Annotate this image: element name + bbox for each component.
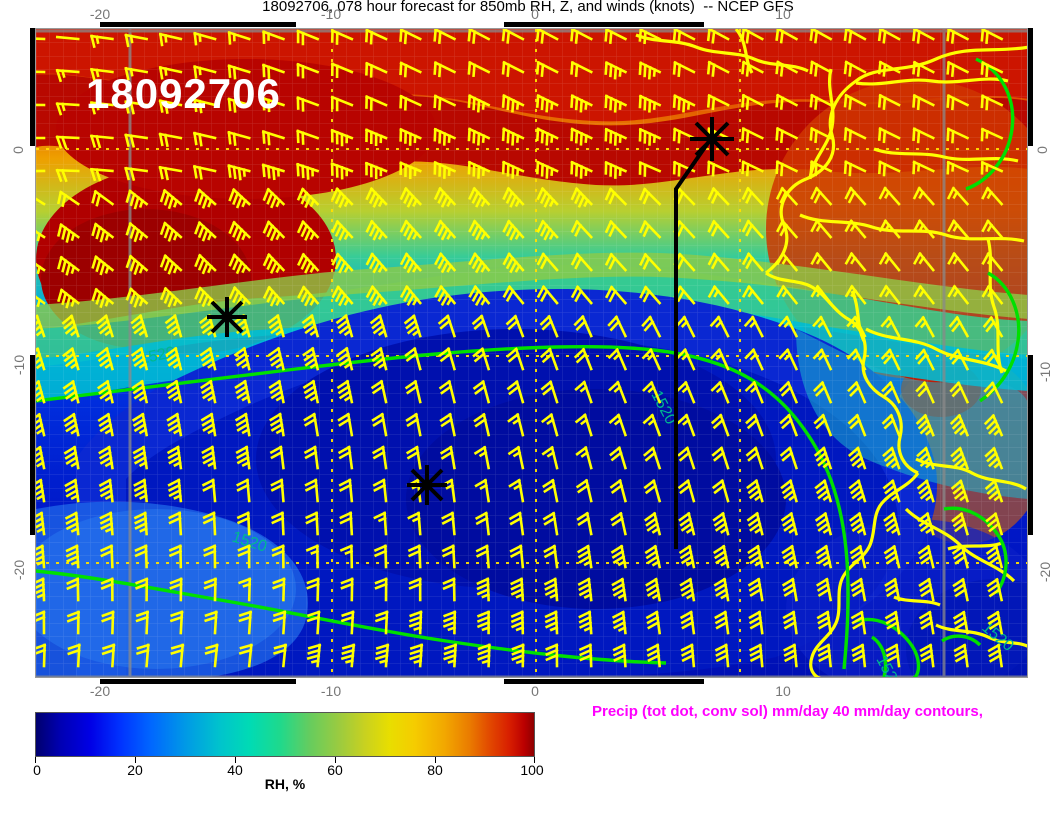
axis-label-top-0: -20 (89, 6, 111, 22)
rh-wind-map: 1520 1520 1520 1520 1520 (36, 29, 1027, 677)
axis-tick-right-1 (1028, 28, 1033, 146)
colorbar-tick-1 (135, 757, 136, 763)
colorbar-title: RH, % (264, 776, 306, 792)
storm-markers[interactable] (207, 117, 734, 505)
colorbar-tick-4 (435, 757, 436, 763)
axis-tick-left-2 (30, 355, 35, 535)
height-contours (36, 57, 1021, 677)
axis-label-top-2: 0 (531, 6, 539, 22)
axis-label-bottom-1: -10 (320, 683, 342, 699)
colorbar[interactable]: 0 20 40 60 80 100 (33, 712, 544, 778)
axis-label-left-2: -20 (11, 559, 28, 581)
axis-label-right-2: -20 (1037, 561, 1054, 583)
colorbar-label-2: 40 (227, 762, 243, 778)
axis-label-top-3: 10 (775, 6, 791, 22)
page-title: 18092706, 078 hour forecast for 850mb RH… (262, 0, 794, 15)
axis-label-bottom-3: 10 (775, 683, 791, 699)
axis-tick-right-2 (1028, 355, 1033, 535)
graticule-dotted (36, 29, 1027, 677)
colorbar-label-4: 80 (427, 762, 443, 778)
storm-marker-2 (207, 297, 247, 337)
axis-tick-bot-1 (100, 679, 296, 684)
axis-label-left-1: -10 (11, 354, 28, 376)
axis-label-right-0: 0 (1033, 146, 1050, 154)
colorbar-label-1: 20 (127, 762, 143, 778)
axis-label-bottom-2: 0 (531, 683, 539, 699)
timestamp-stamp: 18092706 (86, 70, 281, 117)
colorbar-tick-5 (534, 757, 535, 763)
colorbar-gradient (35, 712, 535, 757)
wind-barbs (36, 29, 1004, 668)
axis-label-top-1: -10 (320, 6, 342, 22)
axis-label-bottom-0: -20 (89, 683, 111, 699)
colorbar-tick-0 (35, 757, 36, 763)
axis-tick-top-1 (100, 22, 296, 27)
storm-marker-1 (690, 117, 734, 161)
storm-track (674, 135, 714, 549)
colorbar-tick-2 (235, 757, 236, 763)
axis-label-right-1: -10 (1037, 361, 1054, 383)
axis-tick-left-1 (30, 28, 35, 146)
colorbar-label-3: 60 (327, 762, 343, 778)
storm-marker-3 (407, 465, 447, 505)
precip-caption: Precip (tot dot, conv sol) mm/day 40 mm/… (592, 703, 983, 720)
colorbar-label-0: 0 (33, 762, 41, 778)
axis-tick-top-2 (504, 22, 704, 27)
colorbar-label-5: 100 (520, 762, 544, 778)
axis-tick-bot-2 (504, 679, 704, 684)
colorbar-tick-3 (335, 757, 336, 763)
axis-label-left-0: 0 (9, 146, 26, 154)
map-plot-area[interactable]: 1520 1520 1520 1520 1520 (35, 28, 1028, 678)
